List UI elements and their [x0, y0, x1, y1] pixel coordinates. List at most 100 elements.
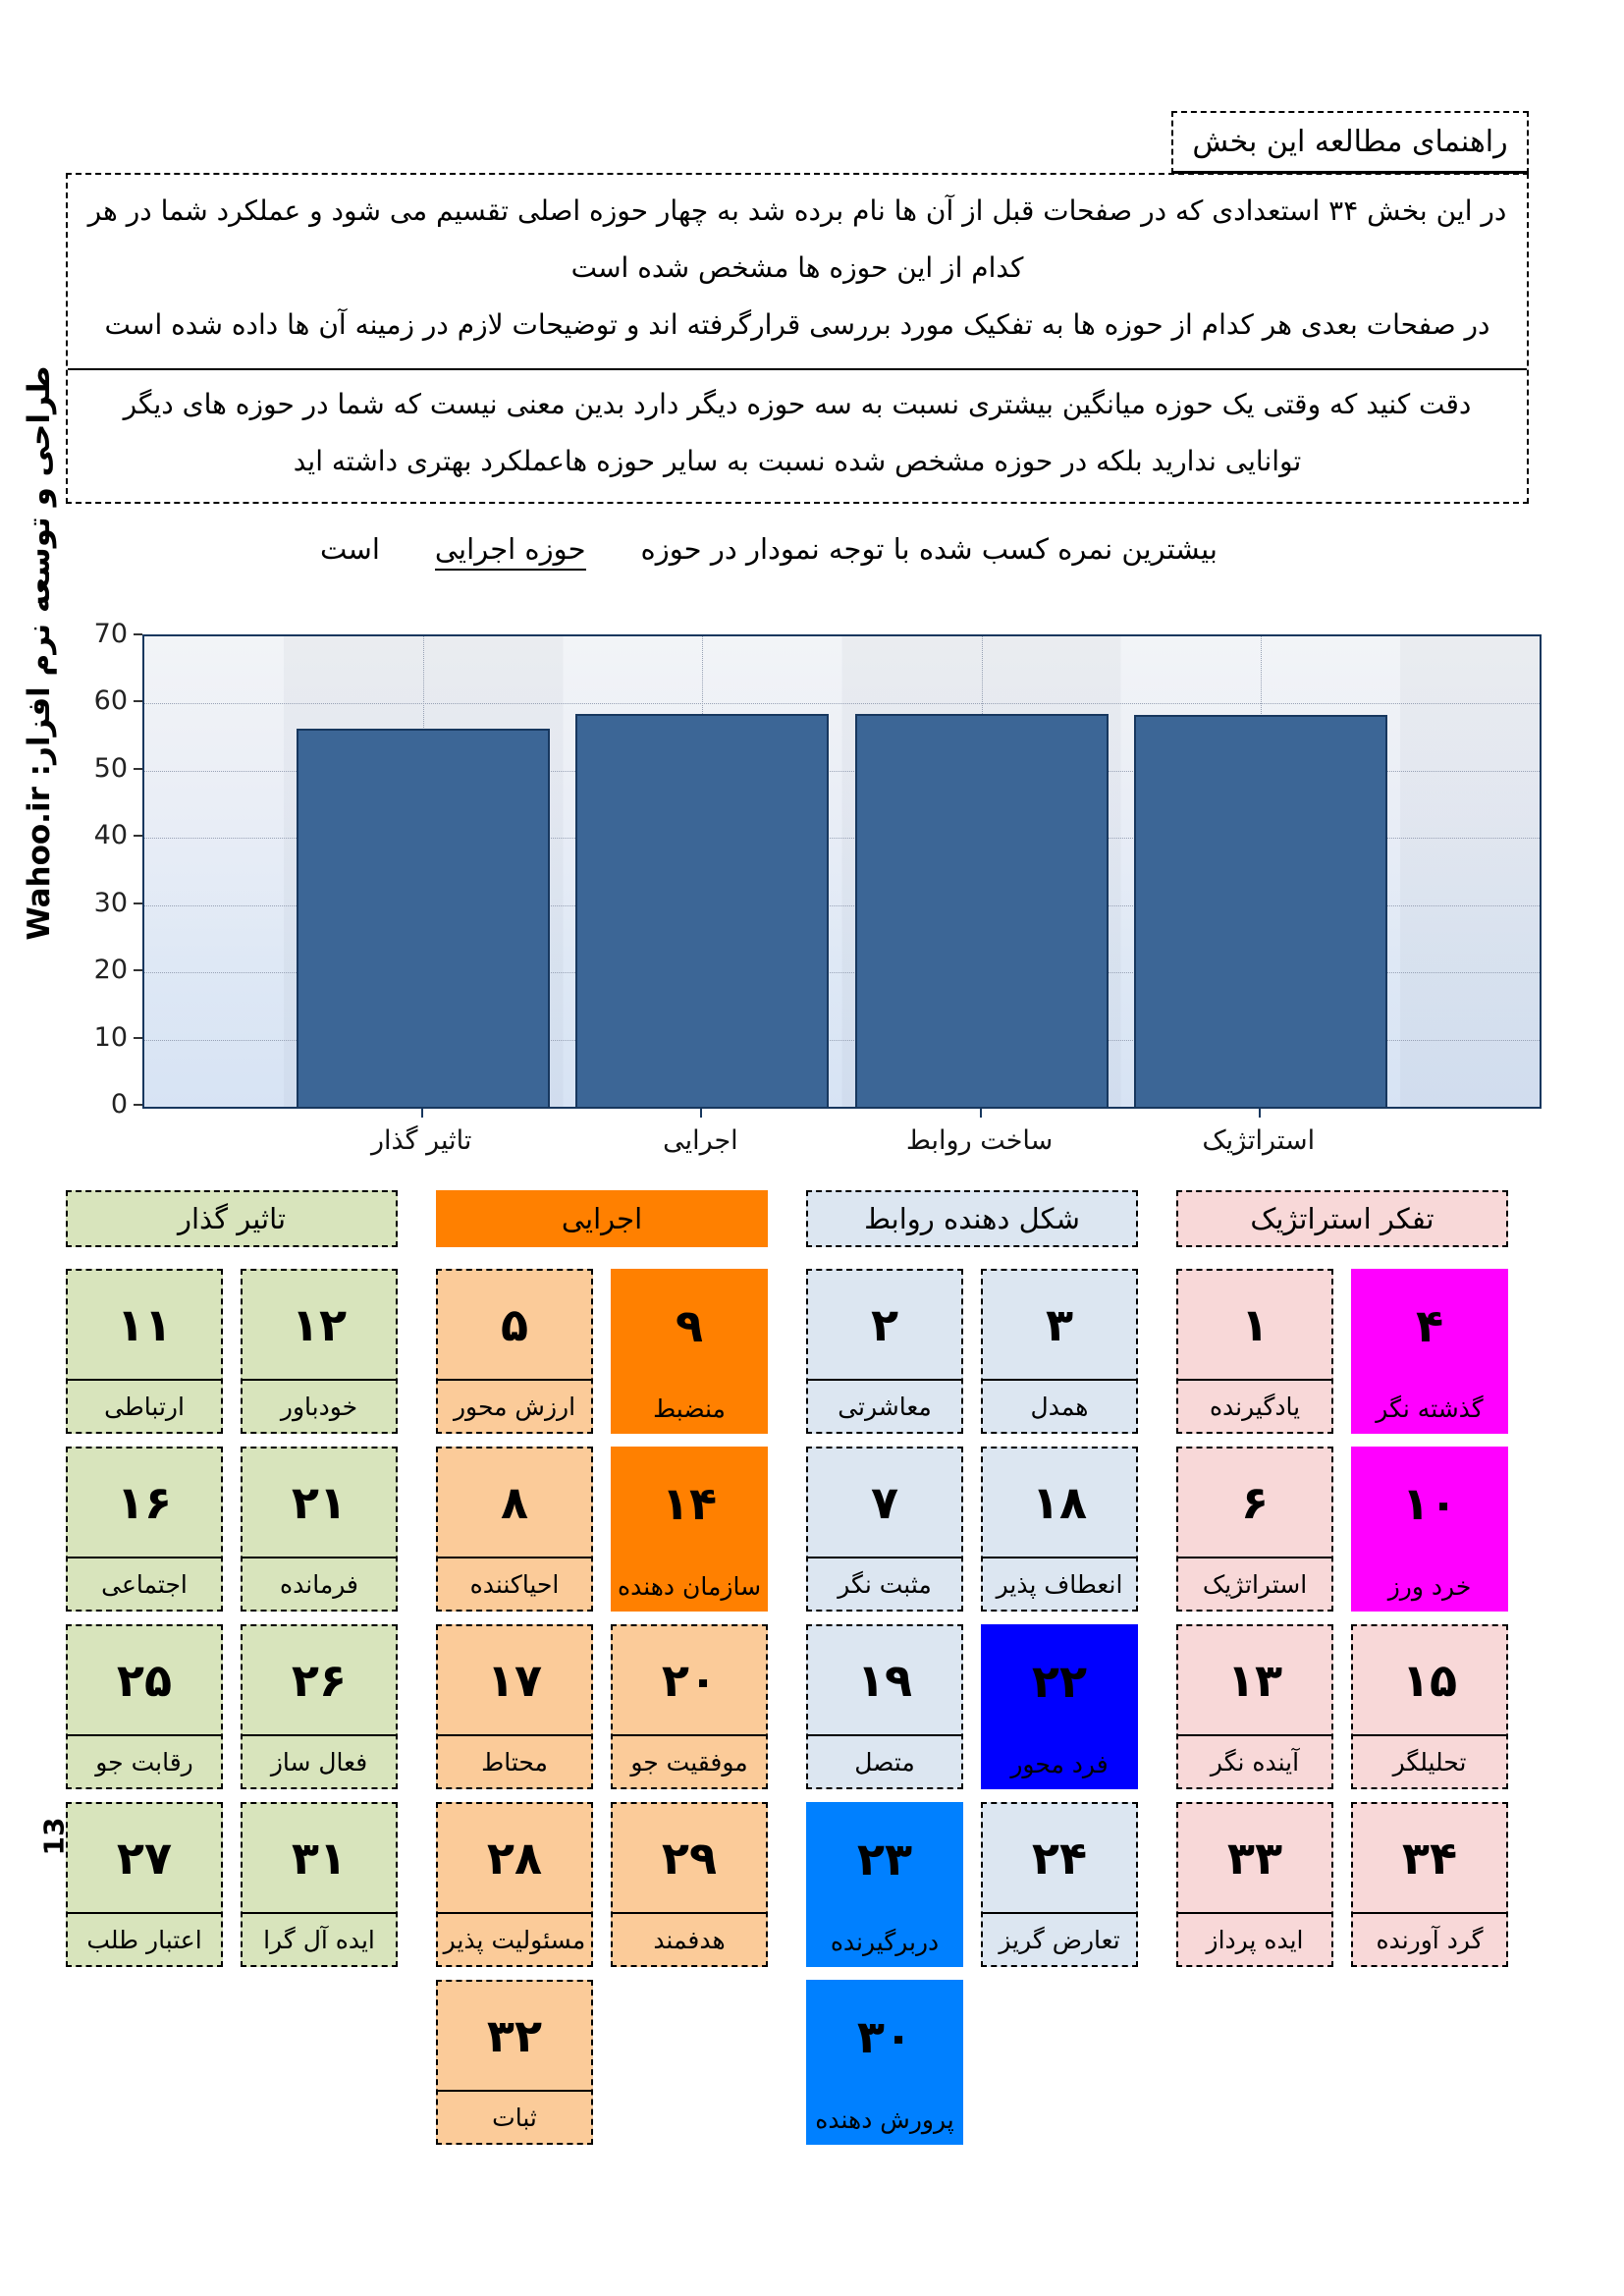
talent-number: ۲۲ [1031, 1655, 1088, 1708]
x-category-label: ساخت روابط [905, 1125, 1054, 1156]
talent-label: اجتماعی [101, 1569, 188, 1599]
chart-bar [297, 728, 551, 1107]
group-cards: ۱ یادگیرنده ۴ گذشته نگر ۶ استراتژیک ۱۰ خرد ورز ۱… [1176, 1269, 1508, 1967]
summary-line: بیشترین نمره کسب شده با توجه نمودار در ح… [320, 532, 1218, 571]
y-tick-label: 0 [110, 1089, 128, 1120]
talent-label: ارزش محور [453, 1392, 576, 1421]
talent-number: ۳ [983, 1271, 1136, 1381]
talent-number: ۲۴ [983, 1804, 1136, 1914]
x-category-label: اجرایی [663, 1125, 738, 1156]
guide-paragraph-1: در این بخش ۳۴ استعدادی که در صفحات قبل ا… [87, 194, 1507, 284]
talent-card: ۵ ارزش محور [436, 1269, 593, 1434]
talent-card: ۳۳ ایده پرداز [1176, 1802, 1333, 1967]
talent-label: ثبات [492, 2103, 537, 2132]
guide-box: در این بخش ۳۴ استعدادی که در صفحات قبل ا… [66, 173, 1529, 504]
talent-label: هدفمند [653, 1925, 726, 1954]
talent-label: ایده آل گرا [263, 1925, 375, 1954]
talent-card: ۳۲ ثبات [436, 1980, 593, 2145]
talent-group: شکل دهنده روابط ۲ معاشرتی ۳ همدل ۷ مثبت نگر ۱۸ ا… [806, 1190, 1138, 2145]
talent-card: ۲ معاشرتی [806, 1269, 963, 1434]
talent-label: سازمان دهنده [617, 1571, 762, 1601]
talent-label: ارتباطی [104, 1392, 185, 1421]
talent-number: ۶ [1178, 1449, 1331, 1558]
talent-card: ۱۶ اجتماعی [66, 1447, 223, 1612]
y-tick-mark [134, 1104, 142, 1106]
talent-label: تعارض گریز [999, 1925, 1120, 1954]
talent-card: ۲۵ رقابت جو [66, 1624, 223, 1789]
guide-paragraph-1b: در صفحات بعدی هر کدام از حوزه ها به تفکی… [104, 308, 1490, 341]
talent-label: فرمانده [280, 1569, 358, 1599]
x-tick-mark [700, 1109, 703, 1118]
talent-number: ۱۴ [661, 1477, 718, 1530]
x-tick-mark [421, 1109, 424, 1118]
talent-number: ۳۳ [1178, 1804, 1331, 1914]
talent-card: ۲۸ مسئولیت پذیر [436, 1802, 593, 1967]
talent-group: تفکر استراتژیک ۱ یادگیرنده ۴ گذشته نگر ۶ استرا… [1176, 1190, 1508, 2145]
credit-vertical: طراحی و توسعه نرم افزار: Wahoo.ir [22, 365, 57, 941]
talent-number: ۸ [438, 1449, 591, 1558]
talent-card: ۷ مثبت نگر [806, 1447, 963, 1612]
talent-number: ۲۶ [243, 1626, 396, 1736]
x-category-label: استراتژیک [1202, 1125, 1316, 1156]
talent-label: دربرگیرنده [830, 1927, 940, 1956]
talent-number: ۴ [1415, 1299, 1444, 1352]
chart-bar [575, 713, 830, 1107]
y-tick-mark [134, 700, 142, 703]
talent-number: ۵ [438, 1271, 591, 1381]
talent-number: ۹ [675, 1299, 704, 1352]
talent-number: ۷ [808, 1449, 961, 1558]
x-tick-mark [1258, 1109, 1261, 1118]
chart-bar [1133, 715, 1387, 1107]
group-header: اجرایی [436, 1190, 768, 1247]
talent-label: خرد ورز [1387, 1571, 1472, 1601]
y-tick-mark [134, 1036, 142, 1039]
talent-card: ۳۱ ایده آل گرا [241, 1802, 398, 1967]
talent-card: ۴ گذشته نگر [1351, 1269, 1508, 1434]
y-tick-mark [134, 969, 142, 972]
group-cards: ۵ ارزش محور ۹ منضبط ۸ احیاکننده ۱۴ سازمان دهنده… [436, 1269, 768, 2145]
talent-label: فعال ساز [270, 1747, 368, 1777]
talent-label: معاشرتی [838, 1392, 932, 1421]
y-tick-label: 20 [93, 955, 128, 986]
talent-card: ۱۱ ارتباطی [66, 1269, 223, 1434]
talent-card: ۱۹ متصل [806, 1624, 963, 1789]
talent-card: ۱۷ محتاط [436, 1624, 593, 1789]
talent-label: گذشته نگر [1376, 1394, 1484, 1423]
y-tick-label: 60 [93, 685, 128, 717]
talent-card: ۲۷ اعتبار طلب [66, 1802, 223, 1967]
guide-paragraph-2: دقت کنید که وقتی یک حوزه میانگین بیشتری … [123, 388, 1472, 477]
talent-label: یادگیرنده [1209, 1392, 1301, 1421]
group-cards: ۱۱ ارتباطی ۱۲ خودباور ۱۶ اجتماعی ۲۱ فرمانده ۲۵ رق… [66, 1269, 398, 1967]
talent-label: فرد محور [1010, 1749, 1109, 1778]
y-tick-mark [134, 767, 142, 770]
talent-group: اجرایی ۵ ارزش محور ۹ منضبط ۸ احیاکننده ۱۴ سازمان… [436, 1190, 768, 2145]
talent-label: ایده پرداز [1206, 1925, 1304, 1954]
guide-section-1: در این بخش ۳۴ استعدادی که در صفحات قبل ا… [68, 175, 1527, 370]
talent-label: اعتبار طلب [86, 1925, 202, 1954]
gridline-y-20 [144, 972, 1540, 974]
talent-number: ۲۹ [613, 1804, 766, 1914]
talent-number: ۲ [808, 1271, 961, 1381]
talent-label: انعطاف پذیر [996, 1569, 1123, 1599]
talent-card: ۲۶ فعال ساز [241, 1624, 398, 1789]
talent-label: استراتژیک [1202, 1569, 1308, 1599]
talent-card: ۲۱ فرمانده [241, 1447, 398, 1612]
y-tick-label: 50 [93, 752, 128, 784]
group-cards: ۲ معاشرتی ۳ همدل ۷ مثبت نگر ۱۸ انعطاف پذیر ۱۹ متص… [806, 1269, 1138, 2145]
y-tick-mark [134, 902, 142, 904]
summary-prefix: بیشترین نمره کسب شده با توجه نمودار در ح… [640, 532, 1218, 566]
y-tick-label: 30 [93, 887, 128, 918]
talent-card: ۶ استراتژیک [1176, 1447, 1333, 1612]
talent-card: ۳۰ پرورش دهنده [806, 1980, 963, 2145]
talent-number: ۱۰ [1401, 1477, 1458, 1530]
talent-number: ۳۲ [438, 1982, 591, 2092]
talent-label: مثبت نگر [838, 1569, 932, 1599]
y-tick-label: 10 [93, 1021, 128, 1053]
talent-number: ۱۱ [68, 1271, 221, 1381]
talent-card: ۲۳ دربرگیرنده [806, 1802, 963, 1967]
talent-number: ۳۰ [856, 2010, 913, 2063]
gridline-y-30 [144, 904, 1540, 906]
talent-number: ۱۲ [243, 1271, 396, 1381]
talent-label: تحلیلگر [1392, 1747, 1467, 1777]
